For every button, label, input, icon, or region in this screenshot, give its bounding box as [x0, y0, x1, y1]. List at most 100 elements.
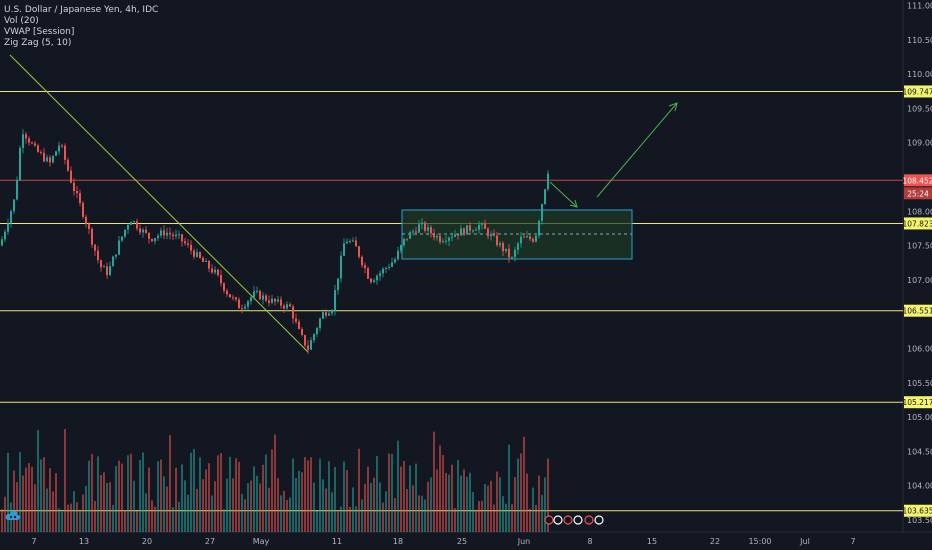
candle[interactable] — [292, 306, 294, 319]
candle[interactable] — [469, 225, 471, 231]
candle[interactable] — [430, 227, 432, 234]
candle[interactable] — [67, 159, 69, 171]
candle[interactable] — [427, 227, 429, 231]
candle[interactable] — [265, 295, 267, 301]
candle[interactable] — [139, 228, 141, 233]
candle[interactable] — [229, 294, 231, 298]
candle[interactable] — [199, 252, 201, 258]
candle[interactable] — [415, 231, 417, 233]
candle[interactable] — [7, 223, 9, 232]
candle[interactable] — [274, 298, 276, 302]
candle[interactable] — [322, 312, 324, 319]
candle[interactable] — [283, 305, 285, 309]
candle[interactable] — [475, 229, 477, 231]
candle[interactable] — [52, 155, 54, 163]
candle[interactable] — [316, 328, 318, 335]
candle[interactable] — [181, 234, 183, 242]
candle[interactable] — [133, 221, 135, 223]
candle[interactable] — [451, 236, 453, 238]
candle[interactable] — [154, 238, 156, 242]
candle[interactable] — [25, 134, 27, 139]
candle[interactable] — [499, 243, 501, 246]
candle[interactable] — [376, 275, 378, 281]
candle[interactable] — [505, 248, 507, 252]
candle[interactable] — [46, 157, 48, 162]
candle[interactable] — [490, 234, 492, 237]
candle[interactable] — [472, 230, 474, 232]
candle[interactable] — [49, 157, 51, 163]
candle[interactable] — [385, 267, 387, 269]
candle[interactable] — [130, 222, 132, 225]
candle[interactable] — [100, 260, 102, 268]
candle[interactable] — [508, 248, 510, 258]
candle[interactable] — [310, 340, 312, 350]
candle[interactable] — [196, 252, 198, 257]
candle[interactable] — [481, 223, 483, 225]
candle[interactable] — [82, 202, 84, 217]
candle[interactable] — [262, 295, 264, 300]
candle[interactable] — [547, 173, 549, 190]
candle[interactable] — [424, 222, 426, 231]
candle[interactable] — [304, 335, 306, 346]
candle[interactable] — [223, 283, 225, 291]
candle[interactable] — [16, 180, 18, 200]
candle[interactable] — [382, 268, 384, 274]
earnings-event-icon[interactable] — [553, 515, 563, 525]
candle[interactable] — [271, 298, 273, 303]
candle[interactable] — [31, 142, 33, 144]
candle[interactable] — [40, 151, 42, 153]
candle[interactable] — [232, 297, 234, 299]
candle[interactable] — [121, 236, 123, 241]
candle[interactable] — [334, 290, 336, 311]
candle[interactable] — [193, 250, 195, 257]
projection-arrow-up[interactable] — [596, 102, 678, 198]
candle[interactable] — [187, 243, 189, 245]
candle[interactable] — [463, 228, 465, 235]
candle[interactable] — [313, 334, 315, 341]
candle[interactable] — [544, 189, 546, 205]
candle[interactable] — [244, 306, 246, 309]
indicator-vwap[interactable]: VWAP [Session] — [4, 27, 75, 37]
candle[interactable] — [520, 236, 522, 244]
candle[interactable] — [325, 312, 327, 316]
candle[interactable] — [136, 221, 138, 229]
candle[interactable] — [421, 222, 423, 225]
candle[interactable] — [226, 290, 228, 295]
candle[interactable] — [295, 318, 297, 322]
candle[interactable] — [511, 257, 513, 259]
candle[interactable] — [364, 265, 366, 269]
candle[interactable] — [532, 238, 534, 242]
candle[interactable] — [13, 199, 15, 212]
candle[interactable] — [58, 145, 60, 152]
candle[interactable] — [238, 299, 240, 309]
candle[interactable] — [103, 266, 105, 268]
candle[interactable] — [268, 300, 270, 303]
candle[interactable] — [124, 229, 126, 237]
candle[interactable] — [496, 235, 498, 246]
candle[interactable] — [358, 246, 360, 257]
candle[interactable] — [253, 291, 255, 298]
candle[interactable] — [400, 245, 402, 251]
candle[interactable] — [529, 236, 531, 239]
earnings-event-icon[interactable] — [594, 515, 604, 525]
candle[interactable] — [460, 228, 462, 236]
candle[interactable] — [502, 243, 504, 252]
candle[interactable] — [166, 232, 168, 236]
candle[interactable] — [289, 304, 291, 307]
candle[interactable] — [190, 244, 192, 251]
earnings-event-icon[interactable] — [544, 515, 554, 525]
earnings-event-icon[interactable] — [563, 515, 573, 525]
candle[interactable] — [538, 220, 540, 236]
indicator-zigzag[interactable]: Zig Zag (5, 10) — [4, 38, 72, 48]
candle[interactable] — [367, 268, 369, 279]
candle[interactable] — [535, 235, 537, 242]
candle[interactable] — [454, 234, 456, 237]
candle[interactable] — [484, 223, 486, 229]
candle[interactable] — [250, 297, 252, 302]
candle[interactable] — [43, 152, 45, 162]
candle[interactable] — [406, 238, 408, 240]
candle[interactable] — [286, 304, 288, 309]
candle[interactable] — [184, 241, 186, 244]
candle[interactable] — [61, 145, 63, 147]
